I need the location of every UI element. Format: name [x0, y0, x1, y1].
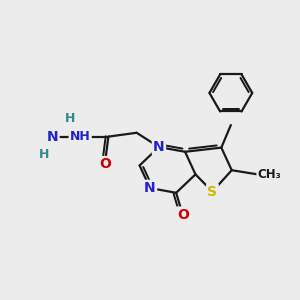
- Text: CH₃: CH₃: [258, 168, 281, 181]
- Text: S: S: [207, 184, 218, 199]
- Text: H: H: [64, 112, 75, 125]
- Text: H: H: [39, 148, 50, 161]
- Text: N: N: [153, 140, 165, 154]
- Text: O: O: [177, 208, 189, 222]
- Text: NH: NH: [70, 130, 91, 143]
- Text: O: O: [99, 157, 111, 171]
- Text: N: N: [47, 130, 58, 144]
- Text: N: N: [144, 181, 156, 195]
